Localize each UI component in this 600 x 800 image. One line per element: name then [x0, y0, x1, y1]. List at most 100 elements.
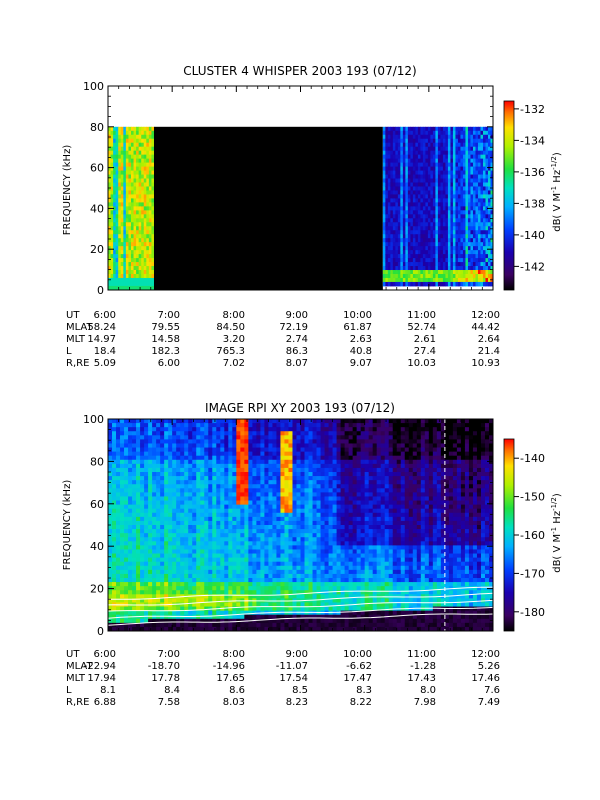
spectrogram-cell [228, 476, 233, 481]
spectrogram-cell [168, 626, 173, 631]
spectrogram-cell [192, 472, 197, 477]
spectrogram-cell [450, 266, 454, 271]
spectrogram-cell [152, 516, 157, 522]
spectrogram-cell [143, 273, 147, 279]
spectrogram-cell [152, 459, 157, 465]
spectrogram-cell [280, 439, 285, 444]
spectrogram-cell [125, 134, 129, 140]
spectrogram-cell [204, 427, 209, 432]
spectrogram-cell [437, 250, 441, 255]
spectrogram-cell [228, 492, 233, 497]
spectrogram-cell [445, 250, 449, 255]
spectrogram-cell [124, 443, 129, 448]
spectrogram-cell [387, 210, 391, 215]
spectrogram-cell [280, 569, 285, 575]
spectrogram-cell [152, 488, 157, 493]
spectrogram-cell [148, 582, 153, 587]
spectrogram-cell [108, 154, 112, 160]
spectrogram-cell [450, 186, 454, 191]
spectrogram-cell [124, 618, 129, 624]
spectrogram-cell [110, 246, 114, 251]
spectrogram-cell [200, 423, 205, 428]
spectrogram-cell [440, 214, 444, 219]
spectrogram-cell [148, 553, 153, 559]
spectrogram-cell [138, 194, 142, 199]
spectrogram-cell [151, 242, 155, 247]
spectrogram-cell [141, 146, 145, 152]
spectrogram-cell [188, 602, 193, 607]
spectrogram-cell [437, 234, 441, 239]
spectrogram-cell [260, 590, 265, 595]
spectrogram-cell [115, 246, 119, 251]
spectrogram-cell [405, 158, 409, 164]
spectrogram-cell [455, 174, 459, 180]
spectrogram-cell [116, 516, 121, 522]
spectrogram-cell [130, 238, 135, 243]
spectrogram-cell [116, 525, 121, 530]
spectrogram-cell [110, 178, 114, 183]
spectrogram-cell [422, 194, 426, 199]
spectrogram-cell [432, 174, 436, 180]
spectrogram-cell [148, 565, 153, 571]
spectrogram-cell [407, 126, 411, 132]
spectrogram-cell [467, 150, 471, 156]
spectrogram-cell [276, 455, 281, 461]
spectrogram-cell [138, 150, 142, 156]
spectrogram-cell [467, 238, 471, 243]
spectrogram-cell [152, 508, 157, 514]
spectrogram-cell [417, 254, 421, 259]
spectrogram-cell [415, 262, 419, 267]
spectrogram-cell [450, 154, 454, 160]
spectrogram-cell [460, 234, 464, 239]
spectrogram-cell [188, 578, 193, 583]
spectrogram-cell [435, 202, 439, 207]
spectrogram-cell [136, 130, 140, 136]
spectrogram-cell [415, 134, 419, 140]
spectrogram-cell [108, 258, 112, 263]
spectrogram-cell [112, 565, 117, 571]
spectrogram-cell [240, 586, 245, 591]
spectrogram-cell [144, 512, 149, 518]
spectrogram-cell [151, 266, 155, 271]
spectrogram-cell [120, 525, 125, 530]
spectrogram-cell [430, 281, 434, 287]
spectrogram-cell [487, 186, 491, 191]
spectrogram-cell [108, 610, 113, 616]
spectrogram-cell [112, 606, 117, 612]
spectrogram-cell [228, 419, 233, 424]
spectrogram-cell [144, 606, 149, 612]
spectrogram-cell [188, 553, 193, 559]
spectrogram-cell [128, 529, 133, 534]
spectrogram-cell [280, 594, 285, 599]
spectrogram-cell [284, 447, 289, 453]
spectrogram-cell [168, 578, 173, 583]
spectrogram-cell [420, 281, 424, 287]
spectrogram-cell [405, 166, 409, 172]
spectrogram-cell [136, 202, 140, 207]
spectrogram-cell [200, 467, 205, 473]
spectrogram-cell [387, 218, 391, 223]
spectrogram-cell [472, 178, 476, 183]
spectrogram-cell [425, 210, 429, 215]
spectrogram-cell [144, 614, 149, 620]
spectrogram-cell [128, 138, 132, 144]
spectrogram-cell [244, 594, 249, 599]
spectrogram-cell [144, 484, 149, 489]
spectrogram-cell [382, 150, 386, 156]
spectrogram-cell [460, 202, 464, 207]
spectrogram-cell [108, 553, 113, 559]
spectrogram-cell [445, 242, 449, 247]
spectrogram-cell [445, 266, 449, 271]
spectrogram-cell [128, 238, 132, 243]
spectrogram-cell [477, 174, 481, 180]
spectrogram-cell [452, 242, 456, 247]
spectrogram-cell [156, 488, 161, 493]
spectrogram-cell [415, 218, 419, 223]
spectrogram-cell [124, 582, 129, 587]
spectrogram-cell [420, 222, 424, 227]
spectrogram-cell [141, 234, 145, 239]
spectrogram-cell [184, 602, 189, 607]
spectrogram-cell [184, 427, 189, 432]
spectrogram-cell [480, 166, 484, 172]
spectrogram-cell [133, 230, 137, 235]
